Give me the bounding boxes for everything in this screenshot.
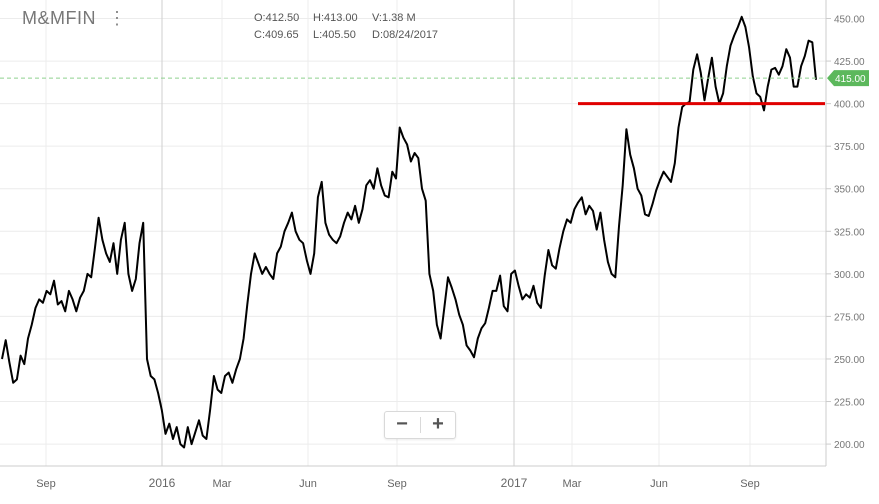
price-line (1, 15, 817, 449)
ohlc-volume: V:1.38 M (372, 12, 416, 24)
y-axis: 200.00 225.00 250.00 275.00 300.00 325.00 350.… (825, 0, 865, 466)
x-tick-label: Jun (299, 478, 317, 490)
x-axis: Sep 2016 Mar Jun Sep 2017 Mar Jun Sep (0, 465, 826, 490)
ohlc-high: H:413.00 (313, 12, 358, 24)
y-tick-label: 350.00 (834, 185, 865, 196)
x-tick-label: Sep (36, 478, 56, 490)
y-tick-label: 375.00 (834, 142, 865, 153)
y-tick-label: 425.00 (834, 57, 865, 68)
zoom-out-button[interactable]: − (396, 413, 408, 435)
last-price-marker: 415.00 (827, 70, 869, 87)
last-price-label: 415.00 (835, 74, 866, 85)
x-tick-label: Sep (740, 478, 760, 490)
chart-grid (0, 0, 826, 466)
zoom-controls: − + (384, 411, 456, 439)
x-tick-label: 2016 (149, 476, 176, 490)
y-tick-label: 325.00 (834, 227, 865, 238)
y-tick-label: 200.00 (834, 440, 865, 451)
y-tick-label: 400.00 (834, 100, 865, 111)
y-tick-label: 450.00 (834, 15, 865, 26)
x-tick-label: Jun (650, 478, 668, 490)
ohlc-low: L:405.50 (313, 29, 356, 41)
y-tick-label: 250.00 (834, 355, 865, 366)
y-tick-label: 300.00 (834, 270, 865, 281)
symbol-title: M&MFIN (22, 8, 96, 28)
y-tick-label: 225.00 (834, 398, 865, 409)
zoom-divider (420, 417, 421, 433)
x-tick-label: 2017 (501, 476, 528, 490)
ohlc-close: C:409.65 (254, 29, 299, 41)
zoom-in-button[interactable]: + (432, 413, 444, 435)
ohlc-open: O:412.50 (254, 12, 300, 24)
x-tick-label: Sep (387, 478, 407, 490)
ohlc-date: D:08/24/2017 (372, 29, 439, 41)
x-tick-label: Mar (563, 478, 582, 490)
y-tick-label: 275.00 (834, 312, 865, 323)
kebab-menu-icon[interactable]: ⋮ (108, 8, 126, 28)
x-tick-label: Mar (213, 478, 232, 490)
